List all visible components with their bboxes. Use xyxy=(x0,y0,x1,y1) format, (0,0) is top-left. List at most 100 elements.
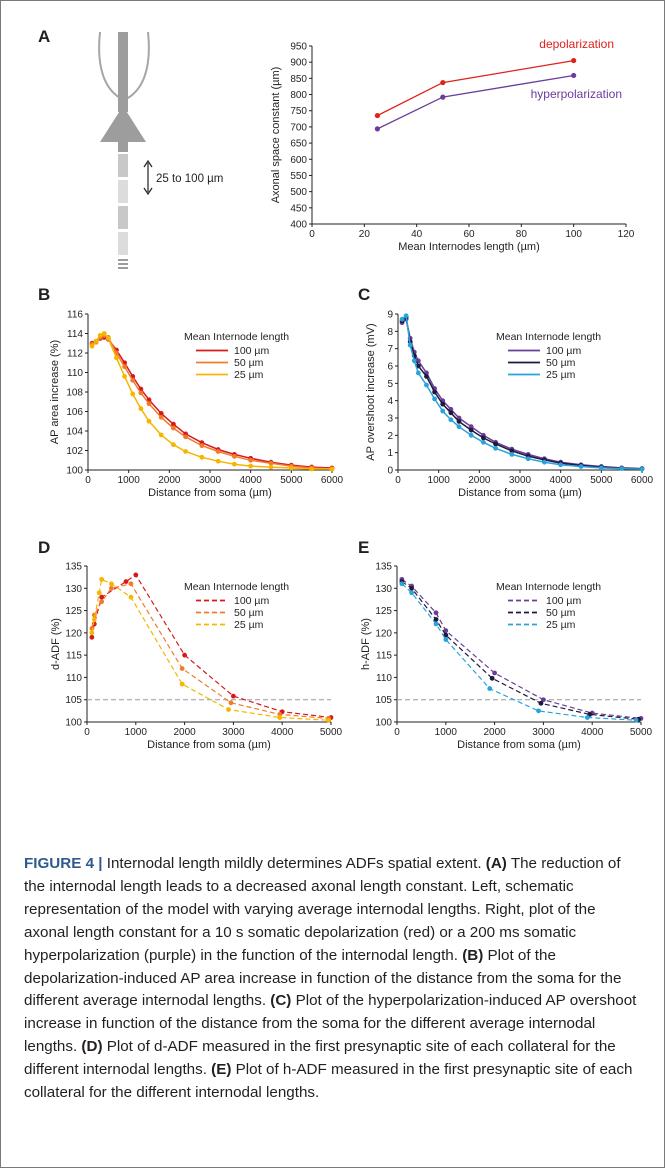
y-tick-label: 3 xyxy=(387,414,393,425)
data-point xyxy=(525,456,531,462)
legend-label: 50 µm xyxy=(546,357,576,369)
y-tick-label: 9 xyxy=(387,310,393,321)
y-tick-label: 125 xyxy=(65,606,82,617)
caption-text-a: The reduction of the internodal length l… xyxy=(24,855,621,964)
dendrite-right xyxy=(123,31,150,101)
legend-label: 25 µm xyxy=(546,369,576,381)
apical-dendrite xyxy=(118,32,128,112)
chart-h-adf: 0 1000 2000 3000 4000 5000 100 105 110 115 120 125 1… xyxy=(358,538,653,751)
data-point xyxy=(99,594,105,600)
data-point xyxy=(114,355,119,361)
data-point xyxy=(326,717,331,723)
legend-label: 100 µm xyxy=(546,595,581,607)
axon-initial-segment xyxy=(118,142,128,152)
series-line xyxy=(401,581,639,720)
y-tick-label: 112 xyxy=(67,349,83,360)
y-tick-label: 500 xyxy=(290,187,307,198)
x-tick-label: 1000 xyxy=(118,475,141,486)
y-tick-label: 116 xyxy=(67,310,83,321)
internode-length-label: 25 to 100 µm xyxy=(156,173,223,185)
data-point xyxy=(492,670,497,676)
y-axis-label: h-ADF (%) xyxy=(360,618,372,670)
data-point xyxy=(493,445,498,451)
y-tick-label: 120 xyxy=(65,628,82,639)
x-tick-label: 1000 xyxy=(428,475,451,486)
y-tick-label: 110 xyxy=(66,673,82,684)
y-tick-label: 115 xyxy=(66,651,82,662)
x-tick-label: 20 xyxy=(359,229,371,240)
y-tick-label: 100 xyxy=(66,466,83,477)
y-tick-label: 700 xyxy=(290,122,307,133)
length-arrow-icon xyxy=(143,159,153,196)
data-point xyxy=(487,686,493,691)
data-point xyxy=(171,425,176,431)
data-point xyxy=(571,57,577,64)
data-point xyxy=(399,581,405,587)
panel-letter: E xyxy=(358,538,369,557)
data-point xyxy=(171,421,176,427)
data-point xyxy=(123,579,129,584)
data-point xyxy=(97,333,103,338)
data-point xyxy=(158,432,164,438)
data-point xyxy=(509,452,515,457)
legend-label: 50 µm xyxy=(546,607,576,619)
data-point xyxy=(105,335,111,341)
y-tick-label: 114 xyxy=(67,329,83,340)
data-point xyxy=(541,697,546,703)
y-tick-label: 400 xyxy=(290,220,307,231)
data-point xyxy=(538,700,544,706)
series-line xyxy=(91,334,333,470)
soma-triangle xyxy=(100,106,146,142)
x-tick-label: 2000 xyxy=(483,727,506,738)
y-tick-label: 800 xyxy=(290,90,307,101)
data-point xyxy=(633,717,639,723)
data-point xyxy=(89,343,95,349)
x-tick-label: 0 xyxy=(309,229,315,240)
data-point xyxy=(443,632,449,638)
x-tick-label: 3000 xyxy=(199,475,222,486)
data-point xyxy=(415,370,421,376)
series-label: hyperpolarization xyxy=(531,87,622,101)
data-point xyxy=(433,610,439,616)
data-point xyxy=(374,112,381,119)
x-axis-label: Distance from soma (µm) xyxy=(458,487,582,499)
data-point xyxy=(133,572,139,578)
data-point xyxy=(109,585,114,591)
data-point xyxy=(179,666,185,671)
data-point xyxy=(122,374,127,379)
x-tick-label: 4000 xyxy=(550,475,573,486)
y-tick-label: 450 xyxy=(290,203,307,214)
y-tick-label: 130 xyxy=(65,584,82,595)
data-point xyxy=(128,594,134,600)
data-point xyxy=(468,424,474,430)
x-tick-label: 4000 xyxy=(581,727,604,738)
data-point xyxy=(536,708,541,714)
data-point xyxy=(584,715,590,720)
data-point xyxy=(179,681,185,687)
data-point xyxy=(468,432,474,438)
panel-letter: D xyxy=(38,538,50,557)
internode-segments xyxy=(118,154,128,255)
data-point xyxy=(433,621,439,627)
y-tick-label: 600 xyxy=(290,155,307,166)
x-tick-label: 1000 xyxy=(125,727,148,738)
x-tick-label: 3000 xyxy=(509,475,532,486)
data-point xyxy=(89,630,95,636)
y-tick-label: 750 xyxy=(290,106,307,117)
axon-dashes xyxy=(118,259,128,269)
y-tick-label: 6 xyxy=(387,362,393,373)
data-point xyxy=(268,464,274,470)
y-axis-label: AP overshoot increase (mV) xyxy=(365,323,377,460)
y-axis-label: d-ADF (%) xyxy=(50,618,62,670)
legend-label: 100 µm xyxy=(234,595,269,607)
legend-title: Mean Internode length xyxy=(496,331,601,343)
x-axis-label: Distance from soma (µm) xyxy=(457,739,581,751)
caption-text-d: Plot of d-ADF measured in the first pres… xyxy=(24,1038,616,1079)
data-point xyxy=(432,389,437,395)
data-point xyxy=(639,466,645,472)
data-point xyxy=(288,465,294,471)
y-tick-label: 550 xyxy=(290,171,307,182)
series-label: depolarization xyxy=(539,37,614,51)
data-point xyxy=(93,338,99,344)
series-line xyxy=(377,74,574,130)
